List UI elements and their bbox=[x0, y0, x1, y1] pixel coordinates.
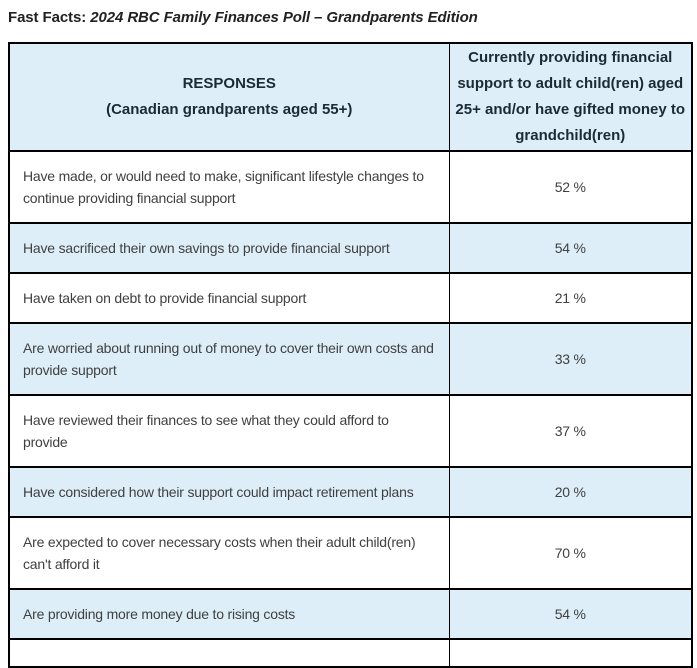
table-row: Have sacrificed their own savings to pro… bbox=[8, 222, 693, 274]
table-row: Are worried about running out of money t… bbox=[8, 322, 693, 396]
column-header-responses: RESPONSES (Canadian grandparents aged 55+… bbox=[8, 42, 450, 152]
header-line: 25+ and/or have gifted money to bbox=[455, 101, 686, 118]
response-cell: Are providing more money due to rising c… bbox=[8, 588, 450, 640]
title-prefix: Fast Facts: bbox=[8, 9, 87, 26]
response-cell bbox=[8, 638, 450, 668]
header-line: RESPONSES bbox=[182, 75, 276, 92]
value-cell: 54 % bbox=[448, 222, 693, 274]
response-cell: Have reviewed their finances to see what… bbox=[8, 394, 450, 468]
table-row: Have reviewed their finances to see what… bbox=[8, 394, 693, 468]
table-row: Are providing more money due to rising c… bbox=[8, 588, 693, 640]
response-cell: Have sacrificed their own savings to pro… bbox=[8, 222, 450, 274]
fast-facts-table: RESPONSES (Canadian grandparents aged 55+… bbox=[8, 42, 693, 668]
table-row: Are expected to cover necessary costs wh… bbox=[8, 516, 693, 590]
value-cell: 52 % bbox=[448, 150, 693, 224]
header-line: (Canadian grandparents aged 55+) bbox=[106, 101, 353, 118]
value-cell: 70 % bbox=[448, 516, 693, 590]
response-cell: Are expected to cover necessary costs wh… bbox=[8, 516, 450, 590]
response-cell: Have made, or would need to make, signif… bbox=[8, 150, 450, 224]
response-cell: Are worried about running out of money t… bbox=[8, 322, 450, 396]
value-cell: 33 % bbox=[448, 322, 693, 396]
table-row: Have made, or would need to make, signif… bbox=[8, 150, 693, 224]
header-row: RESPONSES (Canadian grandparents aged 55+… bbox=[8, 42, 693, 152]
table-row bbox=[8, 638, 693, 668]
header-line: grandchild(ren) bbox=[515, 127, 626, 144]
header-line: support to adult child(ren) aged bbox=[457, 75, 684, 92]
column-header-support: Currently providing financial support to … bbox=[448, 42, 693, 152]
header-line: Currently providing financial bbox=[468, 49, 673, 66]
value-cell: 54 % bbox=[448, 588, 693, 640]
value-cell: 21 % bbox=[448, 272, 693, 324]
value-cell bbox=[448, 638, 693, 668]
value-cell: 20 % bbox=[448, 466, 693, 518]
page-title: Fast Facts: 2024 RBC Family Finances Poll… bbox=[0, 0, 697, 26]
response-cell: Have considered how their support could … bbox=[8, 466, 450, 518]
table-row: Have taken on debt to provide financial … bbox=[8, 272, 693, 324]
title-poll-name: 2024 RBC Family Finances Poll – Grandpar… bbox=[90, 9, 478, 26]
table-row: Have considered how their support could … bbox=[8, 466, 693, 518]
response-cell: Have taken on debt to provide financial … bbox=[8, 272, 450, 324]
value-cell: 37 % bbox=[448, 394, 693, 468]
